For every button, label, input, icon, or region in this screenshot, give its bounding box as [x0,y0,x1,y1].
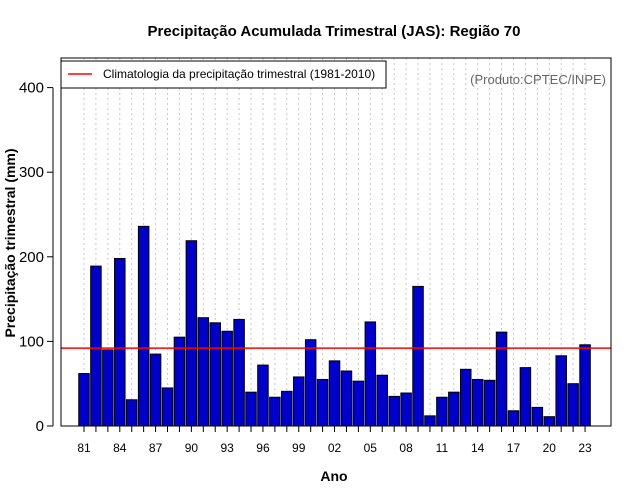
bar-1999 [292,376,305,427]
x-tick-label: 90 [185,441,199,455]
bar-2017 [507,410,520,427]
x-tick-label: 05 [364,441,378,455]
bar-1998 [281,390,293,427]
x-tick-label: 87 [149,441,163,455]
legend-entry-climatology: Climatologia da precipitação trimestral … [103,67,375,81]
bar-1984 [114,258,126,427]
bar-2009 [412,285,424,427]
bar-1981 [78,373,90,427]
bar-1991 [197,317,210,427]
chart-title: Precipitação Acumulada Trimestral (JAS):… [148,23,521,40]
bar-1986 [137,225,150,427]
bar-2013 [460,368,472,427]
bar-2003 [340,370,353,427]
bar-1992 [209,322,221,427]
bar-1982 [90,265,102,427]
bar-1990 [185,240,198,427]
bar-2014 [471,378,484,427]
y-axis: 0 100 200 300 400 [19,80,54,435]
bar-2002 [328,360,341,427]
bar-2011 [436,396,448,427]
bar-2007 [388,395,400,427]
y-tick-label: 200 [19,249,44,266]
bar-2006 [376,374,388,427]
x-tick-label: 20 [543,441,557,455]
x-tick-label: 02 [328,441,342,455]
bar-1995 [245,391,257,427]
bar-2018 [519,367,532,427]
x-tick-label: 81 [77,441,91,455]
bar-2020 [543,416,556,427]
bar-1987 [149,353,162,427]
bar-2022 [567,383,579,427]
x-tick-label: 08 [399,441,413,455]
bar-2023 [579,344,591,427]
bar-1993 [221,330,233,427]
x-tick-label: 84 [113,441,127,455]
bar-2021 [555,355,567,427]
bar-2015 [483,379,496,427]
y-tick-label: 100 [19,333,44,350]
bar-1994 [233,318,245,427]
bar-2008 [400,392,412,427]
x-tick-label: 17 [507,441,521,455]
bar-2012 [448,391,460,427]
bar-1997 [269,396,281,427]
bar-2010 [424,415,436,427]
bar-1985 [125,399,138,427]
legend: Climatologia da precipitação trimestral … [60,60,387,89]
x-tick-label: 23 [578,441,592,455]
bar-2019 [531,406,544,427]
bar-1996 [257,364,269,427]
legend-box [60,60,387,89]
bar-2016 [495,331,508,427]
credit-text: (Produto:CPTEC/INPE) [470,72,606,87]
x-tick-label: 14 [471,441,485,455]
bar-2005 [364,321,377,427]
bar-2000 [304,339,317,427]
y-tick-label: 0 [36,418,44,435]
x-axis-label: Ano [320,468,347,484]
bars-group [78,225,591,427]
y-tick-label: 300 [19,164,44,181]
x-tick-label: 11 [436,441,449,455]
y-tick-label: 400 [19,80,44,97]
x-tick-label: 99 [292,441,306,455]
x-tick-label: 96 [256,441,270,455]
x-axis: 81 84 87 90 93 96 99 02 05 08 11 14 17 20 23 [77,426,592,455]
bar-1988 [161,387,174,427]
x-tick-label: 93 [220,441,234,455]
vertical-gridlines [83,58,586,426]
bar-2004 [352,380,365,427]
bar-1983 [102,349,114,427]
bar-1989 [173,336,186,427]
y-axis-label: Precipitação trimestral (mm) [2,148,18,337]
bar-2001 [316,378,329,427]
plot-frame [60,57,612,427]
